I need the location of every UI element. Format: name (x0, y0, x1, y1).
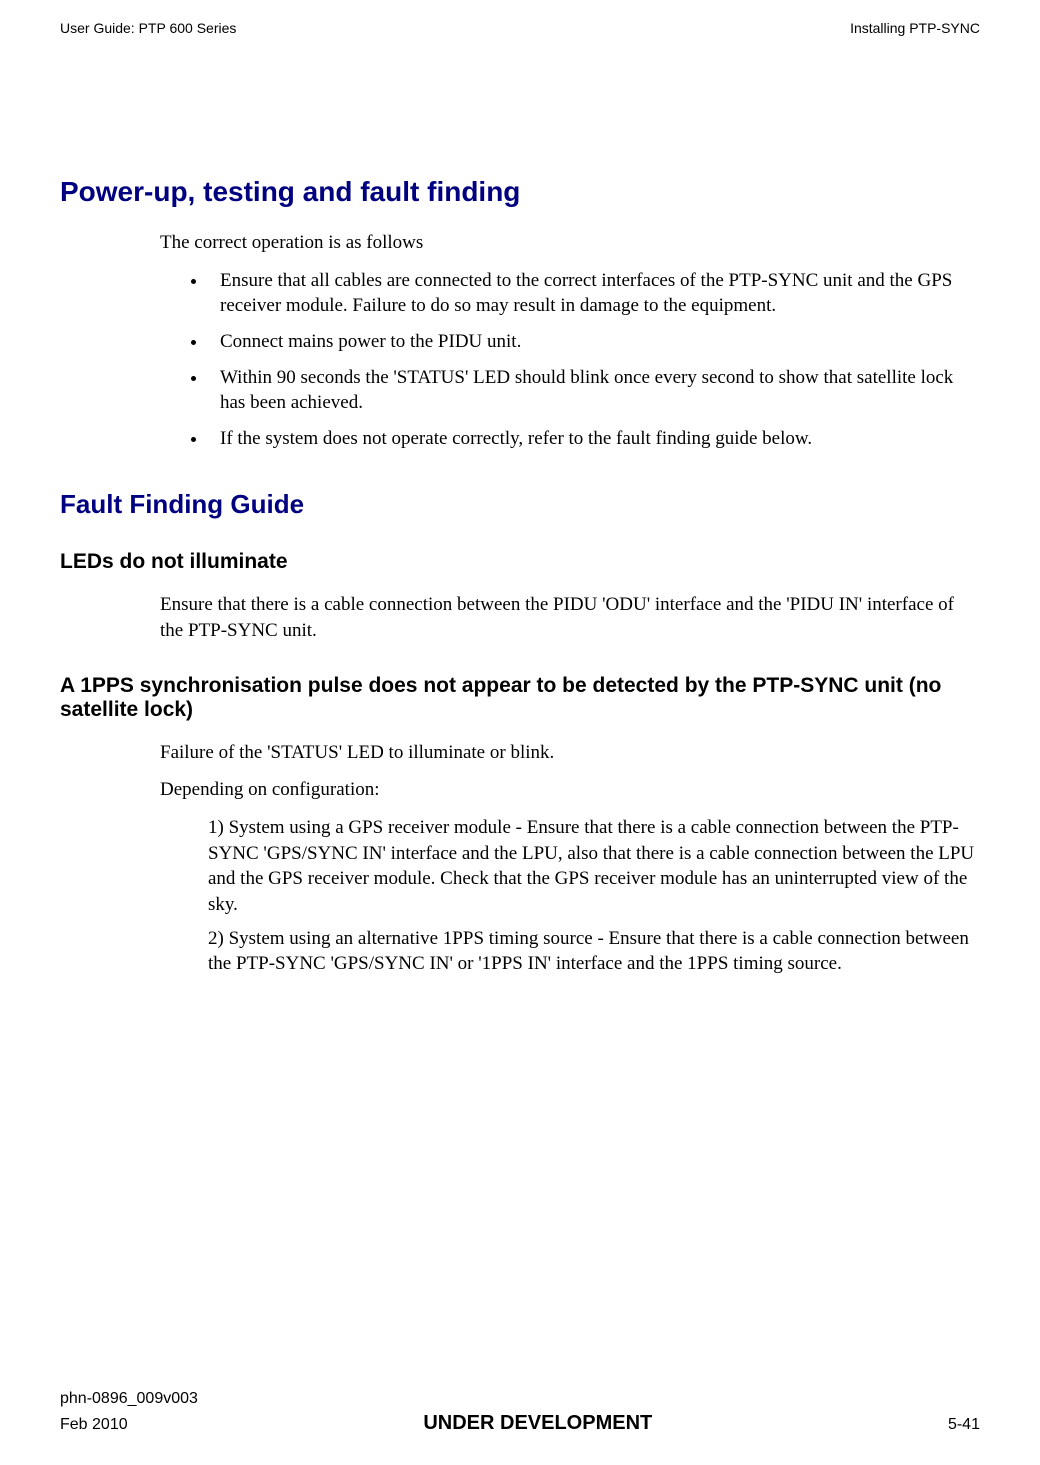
page-header: User Guide: PTP 600 Series Installing PT… (60, 20, 980, 36)
header-left: User Guide: PTP 600 Series (60, 20, 236, 36)
bullet-item: Connect mains power to the PIDU unit. (208, 329, 980, 355)
section-heading-fault: Fault Finding Guide (60, 489, 980, 520)
sub2-body: Failure of the 'STATUS' LED to illuminat… (160, 740, 980, 977)
sub2-numbered: 1) System using a GPS receiver module - … (208, 815, 980, 977)
section1-intro: The correct operation is as follows (160, 230, 980, 256)
page-content: Power-up, testing and fault finding The … (60, 176, 980, 1390)
sub2-item1: 1) System using a GPS receiver module - … (208, 815, 980, 918)
sub1-text: Ensure that there is a cable connection … (160, 592, 980, 643)
footer-pagenum: 5-41 (948, 1416, 980, 1434)
subsection-heading-leds: LEDs do not illuminate (60, 550, 980, 574)
footer-date: Feb 2010 (60, 1416, 128, 1434)
footer-center: UNDER DEVELOPMENT (423, 1412, 652, 1435)
bullet-item: Ensure that all cables are connected to … (208, 268, 980, 319)
header-right: Installing PTP-SYNC (850, 20, 980, 36)
footer-docnum: phn-0896_009v003 (60, 1390, 980, 1408)
section1-body: The correct operation is as follows Ensu… (160, 230, 980, 451)
section-heading-powerup: Power-up, testing and fault finding (60, 176, 980, 208)
subsection-heading-1pps: A 1PPS synchronisation pulse does not ap… (60, 674, 980, 722)
sub1-body: Ensure that there is a cable connection … (160, 592, 980, 643)
sub2-p2: Depending on configuration: (160, 777, 980, 803)
page-footer: phn-0896_009v003 Feb 2010 UNDER DEVELOPM… (60, 1390, 980, 1435)
sub2-item2: 2) System using an alternative 1PPS timi… (208, 926, 980, 977)
bullet-item: If the system does not operate correctly… (208, 426, 980, 452)
sub2-p1: Failure of the 'STATUS' LED to illuminat… (160, 740, 980, 766)
section1-list: Ensure that all cables are connected to … (160, 268, 980, 452)
bullet-item: Within 90 seconds the 'STATUS' LED shoul… (208, 365, 980, 416)
